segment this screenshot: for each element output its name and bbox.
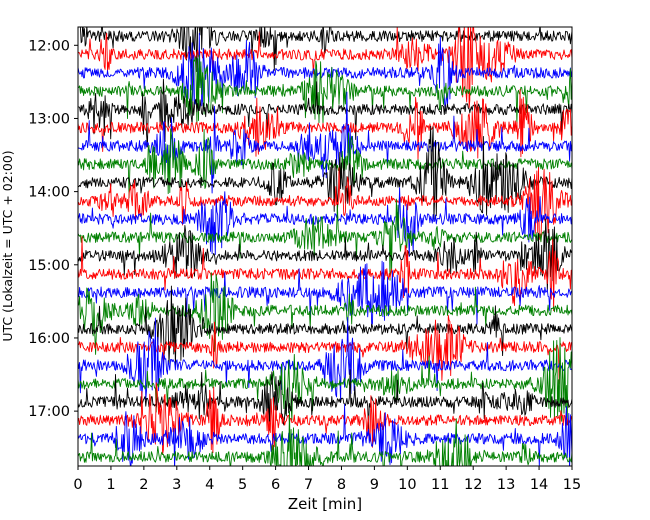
trace-line xyxy=(79,27,572,72)
trace-line xyxy=(78,78,572,148)
trace-line xyxy=(78,404,572,466)
trace-line xyxy=(78,235,572,312)
trace-line xyxy=(78,260,572,327)
trace-line xyxy=(78,32,572,112)
x-axis-title: Zeit [min] xyxy=(288,495,362,513)
x-tick-label: 1 xyxy=(106,477,115,493)
y-axis-ticks: 12:00 13:00 14:00 15:00 16:00 17:00 xyxy=(28,38,78,420)
x-tick-label: 15 xyxy=(563,477,581,493)
trace-line xyxy=(78,316,572,408)
trace-line xyxy=(78,91,572,194)
trace-line xyxy=(78,125,572,220)
trace-line xyxy=(78,410,572,466)
x-tick-label: 5 xyxy=(238,477,247,493)
y-tick-label: 17:00 xyxy=(28,404,70,420)
y-tick-label: 14:00 xyxy=(28,185,70,201)
trace-line xyxy=(78,369,572,431)
x-tick-label: 0 xyxy=(73,477,82,493)
x-tick-label: 11 xyxy=(431,477,449,493)
x-tick-label: 2 xyxy=(139,477,148,493)
trace-line xyxy=(78,128,572,199)
x-tick-label: 8 xyxy=(337,477,346,493)
x-tick-label: 7 xyxy=(304,477,313,493)
trace-line xyxy=(78,218,572,292)
y-tick-label: 16:00 xyxy=(28,331,70,347)
x-tick-label: 6 xyxy=(271,477,280,493)
y-axis-title: UTC (Lokalzeit = UTC + 02:00) xyxy=(0,150,15,341)
trace-line xyxy=(78,285,572,366)
trace-line xyxy=(78,337,572,426)
x-tick-label: 9 xyxy=(370,477,379,493)
trace-line xyxy=(78,54,572,125)
x-tick-label: 4 xyxy=(205,477,214,493)
trace-line xyxy=(78,382,572,455)
seismogram-traces xyxy=(78,27,572,466)
y-tick-label: 15:00 xyxy=(28,258,70,274)
x-axis-ticks: 0 1 2 3 4 5 6 7 8 9 10 11 12 13 14 15 xyxy=(73,466,581,493)
plot-frame xyxy=(77,26,573,467)
x-tick-label: 3 xyxy=(172,477,181,493)
y-tick-label: 12:00 xyxy=(28,38,70,54)
trace-line xyxy=(78,272,572,355)
trace-line xyxy=(78,315,572,384)
x-tick-label: 12 xyxy=(464,477,482,493)
trace-line xyxy=(78,187,572,257)
y-tick-label: 13:00 xyxy=(28,111,70,127)
x-tick-label: 10 xyxy=(398,477,416,493)
x-tick-label: 14 xyxy=(530,477,548,493)
trace-line xyxy=(78,166,572,242)
trace-line xyxy=(78,198,572,281)
x-tick-label: 13 xyxy=(497,477,515,493)
